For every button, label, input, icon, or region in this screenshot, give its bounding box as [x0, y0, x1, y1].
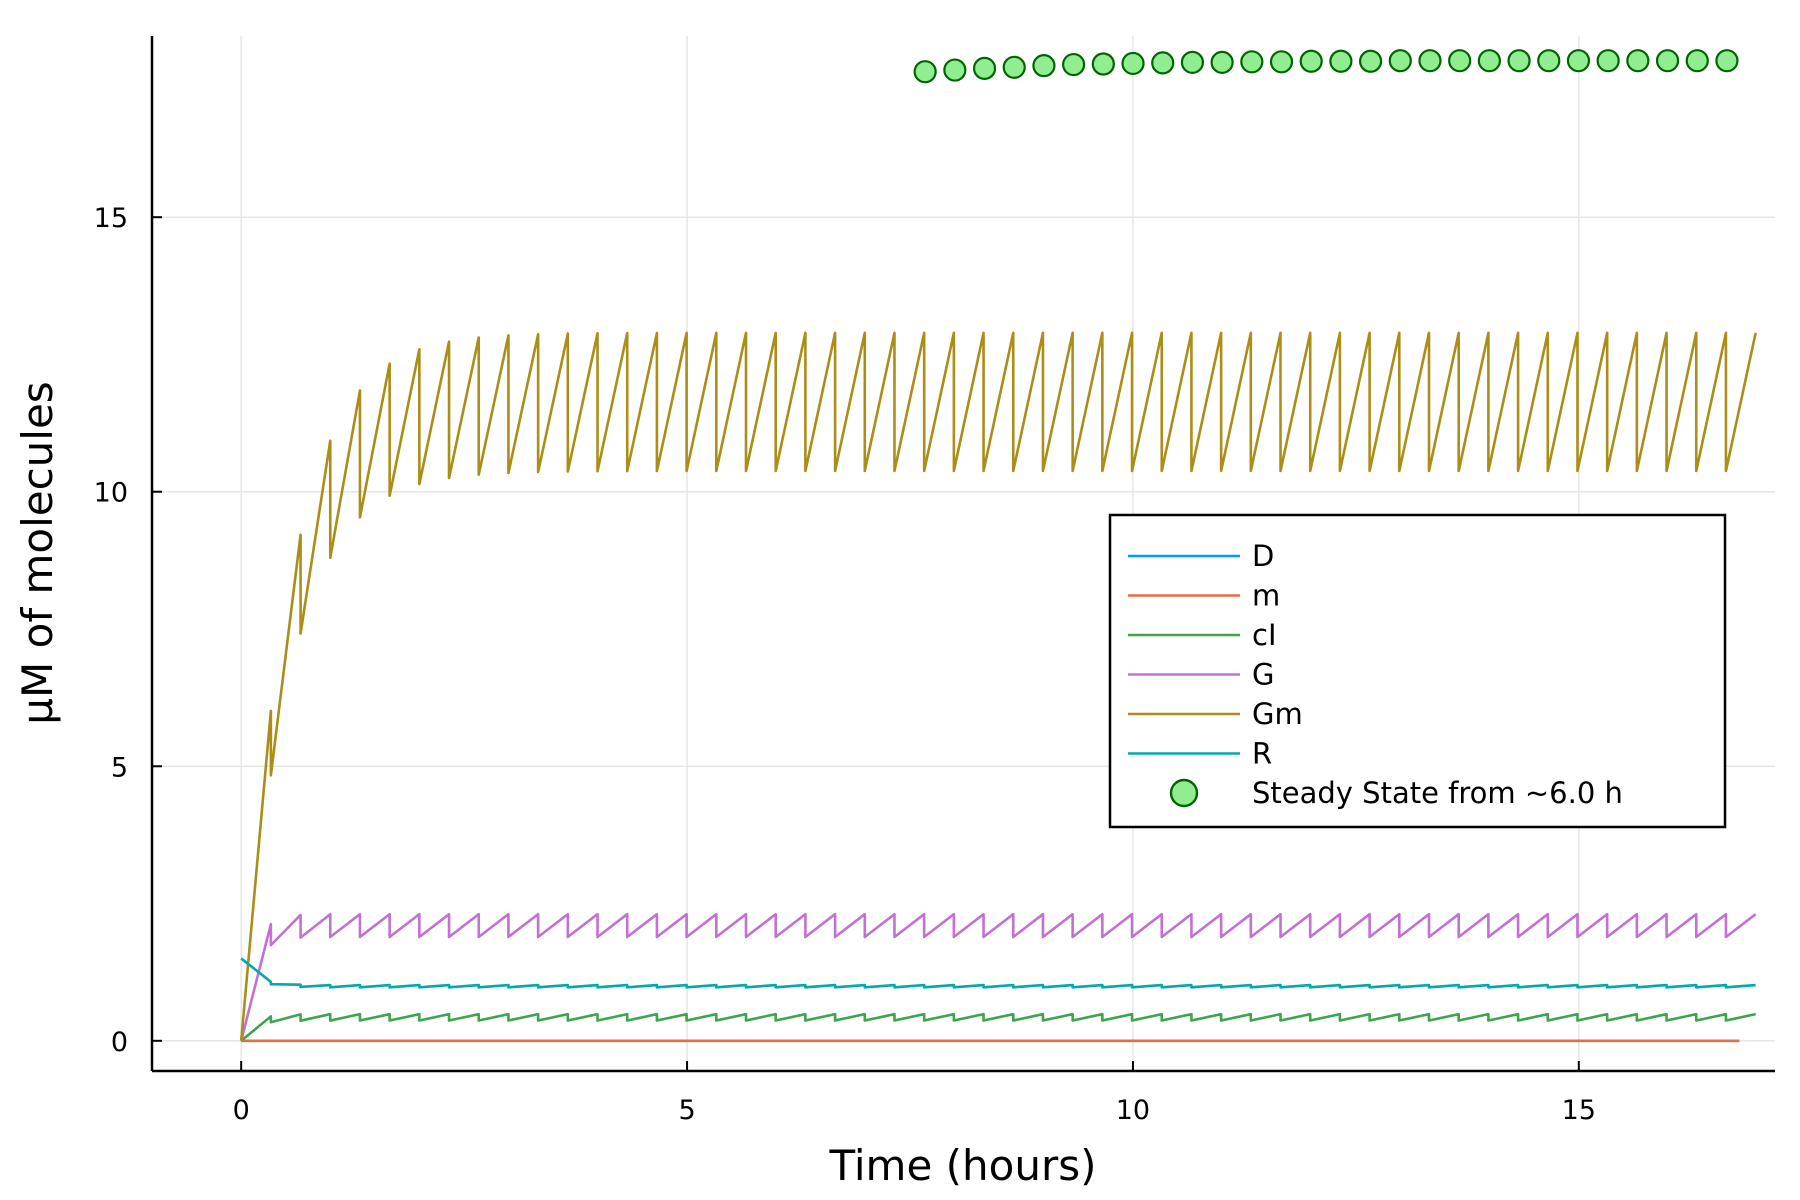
steady-state-point [1032, 54, 1056, 78]
steady-state-point [1151, 51, 1175, 75]
steady-state-point [1358, 49, 1383, 73]
y-tick-label: 5 [111, 752, 128, 783]
steady-state-point [1329, 49, 1353, 73]
steady-state-point [1626, 49, 1650, 73]
legend-label-r: R [1252, 737, 1272, 771]
series-line-g [239, 912, 1757, 1042]
steady-state-point [1240, 50, 1264, 74]
legend-label-g: G [1252, 658, 1274, 692]
steady-state-point [1388, 49, 1412, 73]
steady-state-point [1596, 49, 1620, 73]
steady-state-point [972, 56, 997, 80]
series-line-r [240, 957, 1756, 989]
steady-state-point [1299, 49, 1323, 73]
legend-label-ci: cI [1252, 618, 1277, 652]
legend-label-m: m [1252, 579, 1280, 613]
steady-state-point [1121, 51, 1145, 76]
steady-state-markers [913, 49, 1739, 84]
y-tick-label: 15 [94, 203, 128, 234]
steady-state-point [1507, 49, 1531, 73]
steady-state-point [1448, 49, 1472, 73]
steady-state-point [1091, 52, 1115, 76]
series-line-gm [239, 331, 1757, 1041]
steady-state-point [1418, 49, 1442, 73]
x-tick-label: 15 [1562, 1095, 1596, 1126]
steady-state-point [1537, 49, 1561, 73]
legend-swatch-steady-state [1169, 778, 1199, 808]
steady-state-point [1685, 49, 1709, 73]
legend-box [1108, 513, 1727, 829]
legend: Dm cI G Gm R Steady State from ~6.0 h [1108, 513, 1727, 829]
legend-label-steady-state: Steady State from ~6.0 h [1252, 776, 1623, 810]
x-tick-label: 5 [678, 1095, 695, 1126]
series-lines [239, 331, 1757, 1043]
steady-state-point [1062, 52, 1086, 77]
legend-label-gm: Gm [1252, 697, 1303, 731]
axes [150, 36, 1775, 1073]
steady-state-point [1477, 49, 1501, 73]
x-axis-title: Time (hours) [829, 1141, 1097, 1190]
legend-label-d: D [1252, 539, 1274, 573]
steady-state-point [913, 60, 937, 84]
ticks: 0 5 10 15 0 5 10 15 [94, 203, 1596, 1126]
steady-state-point [943, 58, 967, 82]
x-tick-label: 10 [1116, 1095, 1150, 1126]
steady-state-point [1566, 49, 1591, 73]
x-tick-label: 0 [233, 1095, 250, 1126]
steady-state-point [1715, 49, 1739, 73]
steady-state-point [1002, 55, 1026, 79]
steady-state-point [1210, 50, 1234, 74]
y-axis-title: μM of molecules [13, 381, 62, 724]
y-tick-label: 10 [94, 478, 128, 509]
series-line-ci [240, 1012, 1756, 1042]
steady-state-point [1180, 50, 1205, 74]
steady-state-point [1655, 49, 1680, 73]
steady-state-point [1269, 50, 1294, 74]
y-tick-label: 0 [111, 1027, 128, 1058]
